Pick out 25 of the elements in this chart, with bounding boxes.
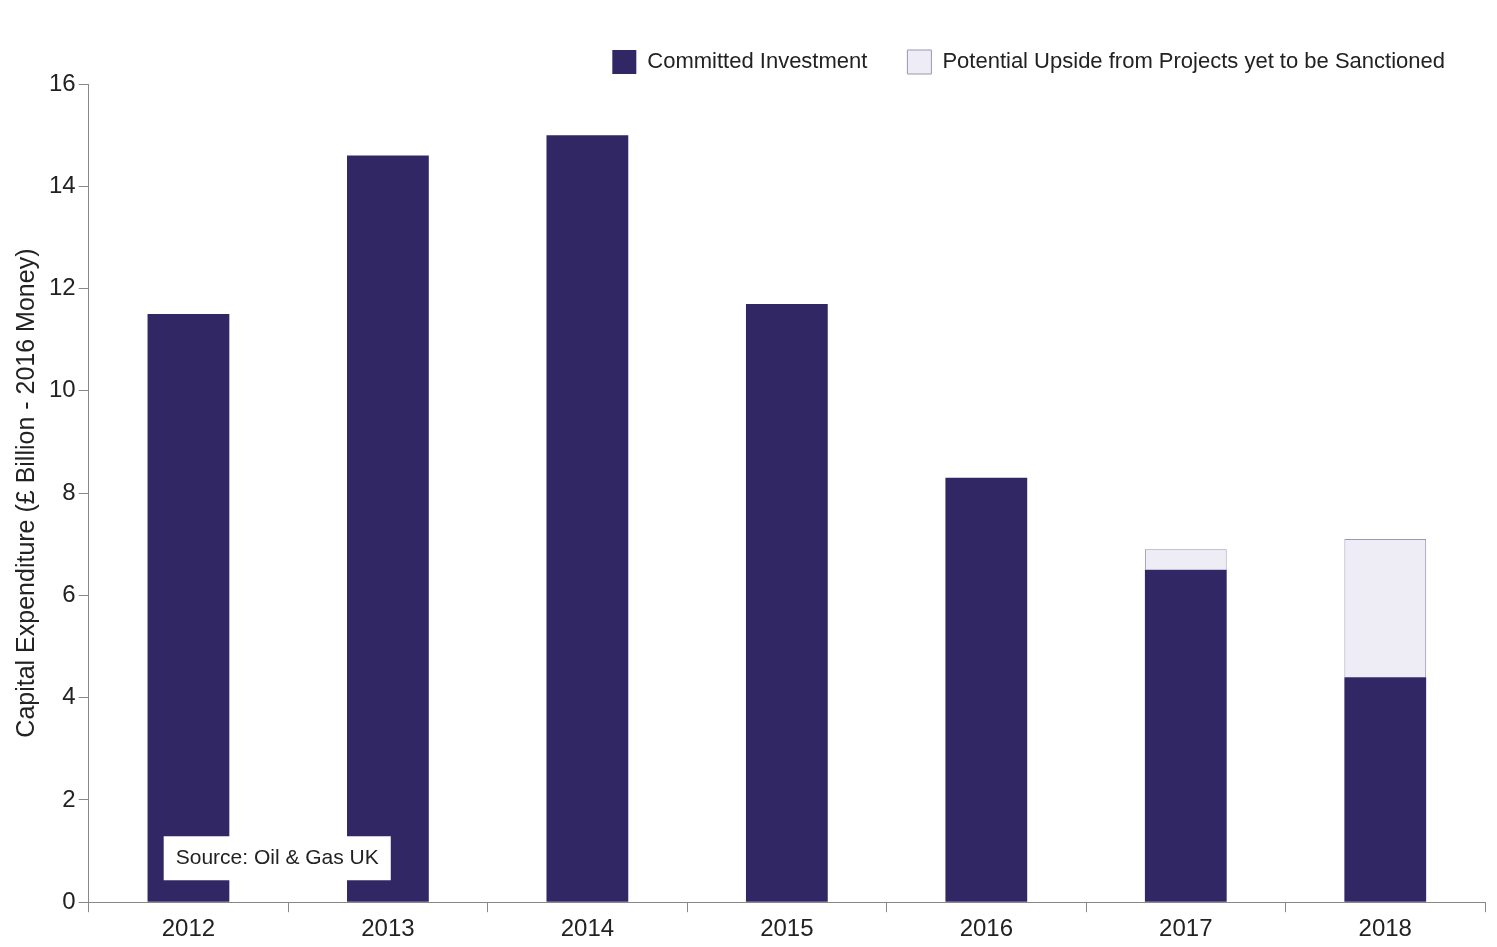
legend-label: Potential Upside from Projects yet to be Sanctioned — [942, 48, 1445, 74]
y-tick-label: 10 — [48, 375, 76, 403]
x-tick-label: 2013 — [361, 914, 415, 942]
y-tick-label: 6 — [62, 580, 76, 607]
bar — [745, 303, 828, 902]
y-axis-title: Capital Expenditure (£ Billion - 2016 Money) — [10, 248, 39, 738]
y-tick-label: 2 — [62, 784, 76, 812]
x-tick-label: 2014 — [560, 914, 615, 942]
x-tick-label: 2018 — [1358, 914, 1412, 942]
y-tick-label: 4 — [62, 682, 76, 710]
x-tick-label: 2017 — [1159, 914, 1213, 942]
y-tick-label: 14 — [48, 170, 76, 198]
annotation: Source: Oil & Gas UK — [175, 845, 379, 868]
legend-label: Committed Investment — [647, 48, 868, 74]
bar — [546, 135, 629, 902]
bar — [1144, 569, 1227, 902]
y-tick-label: 12 — [48, 273, 76, 301]
x-tick-label: 2016 — [959, 914, 1014, 942]
x-tick-label: 2015 — [760, 914, 814, 942]
y-tick-label: 8 — [62, 477, 76, 505]
y-tick-label: 16 — [48, 68, 76, 96]
x-tick-label: 2012 — [161, 914, 216, 942]
bar — [1344, 677, 1427, 902]
y-tick-label: 0 — [62, 886, 76, 914]
bar — [945, 477, 1028, 902]
